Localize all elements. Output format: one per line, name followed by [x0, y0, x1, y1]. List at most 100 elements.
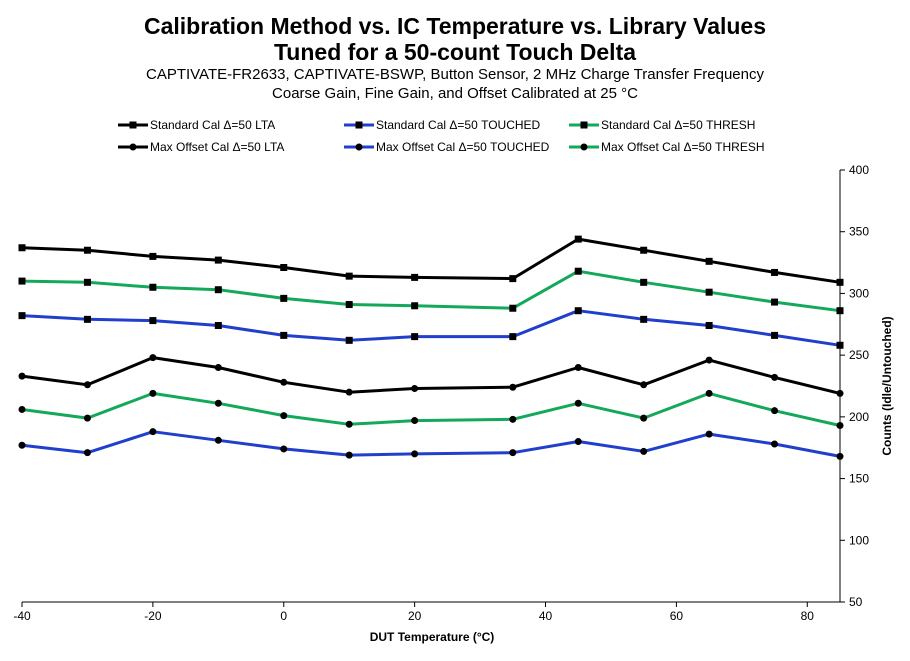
series-4: [18, 354, 844, 397]
data-point: [83, 449, 91, 457]
data-point: [640, 246, 648, 254]
y-axis-label: Counts (Idle/Untouched): [880, 316, 894, 455]
chart-subtitle-line-2: Coarse Gain, Fine Gain, and Offset Calib…: [272, 85, 638, 102]
data-point: [345, 301, 353, 309]
x-tick-label: -40: [13, 609, 31, 623]
data-point: [509, 449, 517, 457]
legend-entry-2: Standard Cal Δ=50 TOUCHED: [344, 118, 541, 132]
data-point: [149, 354, 157, 362]
plot-area: [18, 235, 844, 460]
legend-entry-1: Standard Cal Δ=50 LTA: [118, 118, 275, 132]
series-1: [18, 235, 844, 286]
data-point: [574, 363, 582, 371]
legend-label: Max Offset Cal Δ=50 LTA: [150, 140, 284, 154]
data-point: [509, 333, 517, 341]
x-tick-label: -20: [144, 609, 162, 623]
series-6: [18, 389, 844, 429]
y-tick-label: 300: [849, 286, 869, 300]
data-point: [83, 414, 91, 422]
data-point: [411, 333, 419, 341]
data-point: [771, 373, 779, 381]
data-point: [18, 441, 26, 449]
legend-label: Standard Cal Δ=50 TOUCHED: [376, 118, 541, 132]
data-point: [640, 381, 648, 389]
chart-title-line-1: Calibration Method vs. IC Temperature vs…: [143, 13, 767, 39]
data-point: [280, 331, 288, 339]
y-tick-label: 200: [849, 410, 869, 424]
data-point: [640, 414, 648, 422]
data-point: [574, 267, 582, 275]
data-point: [345, 336, 353, 344]
data-point: [705, 257, 713, 265]
legend-label: Standard Cal Δ=50 LTA: [150, 118, 275, 132]
data-point: [149, 283, 157, 291]
data-point: [574, 399, 582, 407]
legend-entry-3: Standard Cal Δ=50 THRESH: [569, 118, 755, 132]
data-point: [574, 307, 582, 315]
legend-swatch-marker: [580, 121, 588, 129]
data-point: [509, 415, 517, 423]
data-point: [18, 244, 26, 252]
data-point: [411, 273, 419, 281]
data-point: [411, 417, 419, 425]
legend-entry-5: Max Offset Cal Δ=50 TOUCHED: [344, 140, 550, 154]
data-point: [18, 405, 26, 413]
data-point: [705, 322, 713, 330]
data-point: [345, 388, 353, 396]
data-point: [83, 381, 91, 389]
legend: Standard Cal Δ=50 LTA Standard Cal Δ=50 T…: [118, 118, 765, 154]
data-point: [214, 436, 222, 444]
data-point: [771, 407, 779, 415]
data-point: [149, 317, 157, 325]
data-point: [149, 428, 157, 436]
x-tick-label: 60: [670, 609, 684, 623]
data-point: [705, 389, 713, 397]
data-point: [18, 312, 26, 320]
data-point: [509, 275, 517, 283]
data-point: [509, 304, 517, 312]
data-point: [705, 356, 713, 364]
data-point: [149, 252, 157, 260]
y-tick-label: 400: [849, 163, 869, 177]
series-line: [21, 356, 841, 395]
data-point: [149, 389, 157, 397]
x-tick-label: 40: [539, 609, 553, 623]
data-point: [705, 288, 713, 296]
x-tick-label: 0: [280, 609, 287, 623]
x-tick-label: 80: [801, 609, 815, 623]
data-point: [280, 445, 288, 453]
data-point: [83, 246, 91, 254]
data-point: [771, 331, 779, 339]
chart-title-line-2: Tuned for a 50-count Touch Delta: [273, 39, 637, 65]
y-tick-label: 50: [849, 595, 863, 609]
y-tick-label: 350: [849, 225, 869, 239]
data-point: [640, 447, 648, 455]
legend-swatch-marker: [129, 143, 137, 151]
data-point: [214, 322, 222, 330]
data-point: [280, 412, 288, 420]
legend-label: Standard Cal Δ=50 THRESH: [601, 118, 755, 132]
data-point: [411, 450, 419, 458]
x-tick-label: 20: [408, 609, 422, 623]
data-point: [345, 420, 353, 428]
y-tick-label: 250: [849, 348, 869, 362]
legend-label: Max Offset Cal Δ=50 THRESH: [601, 140, 765, 154]
x-axis-label: DUT Temperature (°C): [370, 630, 495, 644]
legend-swatch-marker: [129, 121, 137, 129]
data-point: [345, 272, 353, 280]
data-point: [214, 363, 222, 371]
data-point: [411, 384, 419, 392]
data-point: [83, 315, 91, 323]
data-point: [18, 372, 26, 380]
series-line: [21, 309, 841, 347]
data-point: [705, 430, 713, 438]
data-point: [411, 302, 419, 310]
data-point: [280, 294, 288, 302]
series-5: [18, 428, 844, 460]
data-point: [214, 399, 222, 407]
y-tick-label: 100: [849, 533, 869, 547]
data-point: [509, 383, 517, 391]
data-point: [771, 298, 779, 306]
y-tick-label: 150: [849, 472, 869, 486]
